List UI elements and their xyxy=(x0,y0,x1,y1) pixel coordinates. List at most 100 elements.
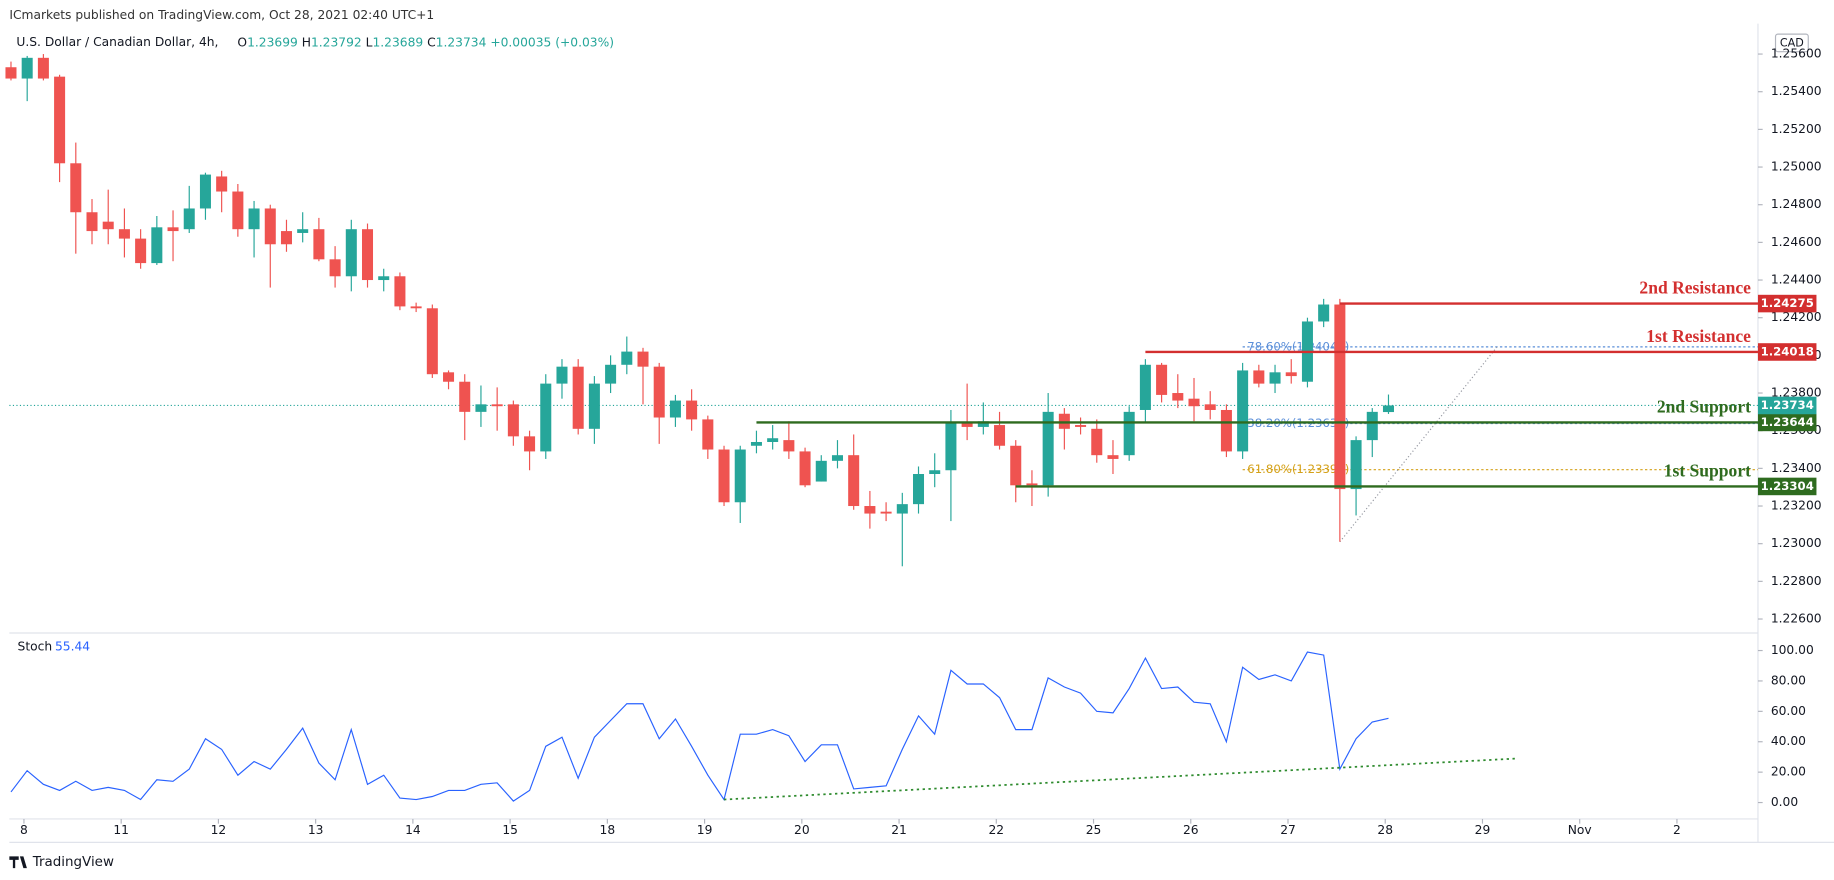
fib-label: 61.80%(1.23393) xyxy=(1247,462,1349,476)
stoch-y-tick-label: 40.00 xyxy=(1771,734,1806,748)
level-price-tag-box xyxy=(1757,413,1817,432)
candle-body xyxy=(588,383,600,429)
candle-body xyxy=(394,276,406,307)
candle-body xyxy=(167,227,179,232)
candle-body xyxy=(767,438,779,442)
logo-mark xyxy=(9,856,27,869)
candle-body xyxy=(1042,411,1054,486)
x-tick-label: 8 xyxy=(20,823,28,837)
ohlc-label: L xyxy=(366,35,373,49)
candle-body xyxy=(135,238,147,264)
candle-body xyxy=(183,208,195,230)
level-price-tag: 1.24275 xyxy=(1761,296,1814,310)
candle-body xyxy=(248,208,260,230)
candle-body xyxy=(216,176,228,192)
level-name: 1st Resistance xyxy=(1646,326,1751,346)
stoch-y-tick-label: 80.00 xyxy=(1771,673,1806,687)
y-tick-label: 1.24400 xyxy=(1771,273,1822,287)
candle-body xyxy=(637,351,649,367)
candle-body xyxy=(1139,364,1151,410)
candle-body xyxy=(459,381,471,412)
last-price-tag-box xyxy=(1757,396,1817,415)
candle-body xyxy=(70,163,82,213)
candle-body xyxy=(556,366,568,384)
candle-body xyxy=(1382,405,1394,413)
candle-body xyxy=(1010,445,1022,486)
candle-body xyxy=(410,306,422,309)
brand: TradingView xyxy=(32,855,114,870)
candle-body xyxy=(102,221,114,230)
candle-body xyxy=(232,191,244,230)
level-name: 2nd Resistance xyxy=(1639,278,1751,298)
candle-body xyxy=(831,455,843,461)
candle-body xyxy=(426,308,438,375)
stoch-line xyxy=(10,651,1389,802)
candle-body xyxy=(1026,483,1038,486)
level-name: 1st Support xyxy=(1664,460,1751,480)
chart-title: U.S. Dollar / Canadian Dollar, 4h, xyxy=(16,35,218,49)
y-tick-label: 1.25600 xyxy=(1771,47,1822,61)
candle-body xyxy=(1107,455,1119,459)
candle-body xyxy=(524,436,536,452)
candle-body xyxy=(1366,411,1378,441)
candle-body xyxy=(37,57,49,79)
candle-body xyxy=(734,449,746,503)
candle-body xyxy=(21,57,33,79)
candle-body xyxy=(1204,404,1216,410)
level-price-tag-box xyxy=(1757,343,1817,361)
x-tick-label: 12 xyxy=(211,823,227,837)
candle-body xyxy=(799,451,811,486)
ohlc-value: 1.23734 xyxy=(436,35,487,49)
level-price-tag-box xyxy=(1757,294,1817,313)
candle-body xyxy=(1334,304,1346,490)
x-tick-label: 21 xyxy=(891,823,907,837)
fib-label: 78.60%(1.24045) xyxy=(1247,339,1349,353)
stoch-y-tick-label: 100.00 xyxy=(1771,643,1814,657)
y-tick-label: 1.24800 xyxy=(1771,197,1822,211)
ohlc-value: 1.23699 xyxy=(247,35,298,49)
currency-box xyxy=(1774,33,1809,53)
y-tick-label: 1.22800 xyxy=(1771,574,1822,588)
level-price-tag: 1.23644 xyxy=(1761,415,1814,429)
stoch-trendline xyxy=(723,757,1519,801)
candle-body xyxy=(1156,364,1168,395)
x-tick-label: 13 xyxy=(308,823,324,837)
candle-body xyxy=(702,419,714,450)
candle-body xyxy=(540,383,552,452)
candle-body xyxy=(1285,372,1297,377)
candle-body xyxy=(1188,398,1200,407)
candle-body xyxy=(929,470,941,475)
candle-body xyxy=(945,423,957,471)
candle-body xyxy=(1253,370,1265,384)
ohlc-legend: O1.23699 H1.23792 L1.23689 C1.23734 +0.0… xyxy=(237,35,614,49)
candle-body xyxy=(621,351,633,365)
candle-body xyxy=(896,504,908,514)
candle-body xyxy=(1350,440,1362,490)
x-tick-label: 2 xyxy=(1673,823,1681,837)
candle-body xyxy=(686,400,698,420)
x-tick-label: 15 xyxy=(502,823,518,837)
x-tick-label: Nov xyxy=(1568,823,1592,837)
candle-body xyxy=(572,366,584,429)
candle-body xyxy=(1237,370,1249,452)
y-tick-label: 1.22600 xyxy=(1771,612,1822,626)
x-tick-label: 20 xyxy=(794,823,810,837)
currency: CAD xyxy=(1780,36,1804,49)
candle-body xyxy=(1075,425,1087,427)
y-tick-label: 1.23800 xyxy=(1771,386,1822,400)
candle-body xyxy=(345,229,357,277)
candle-body xyxy=(653,366,665,418)
candle-body xyxy=(1172,393,1184,401)
candle-body xyxy=(199,174,211,209)
candle-body xyxy=(1123,411,1135,456)
candle-body xyxy=(280,231,292,245)
candle-body xyxy=(264,208,276,245)
candle-body xyxy=(718,449,730,503)
candle-body xyxy=(361,229,374,281)
brand-logo xyxy=(9,856,27,869)
ohlc-label: C xyxy=(427,35,436,49)
candle-body xyxy=(815,460,827,482)
stoch-y-tick-label: 20.00 xyxy=(1771,765,1806,779)
